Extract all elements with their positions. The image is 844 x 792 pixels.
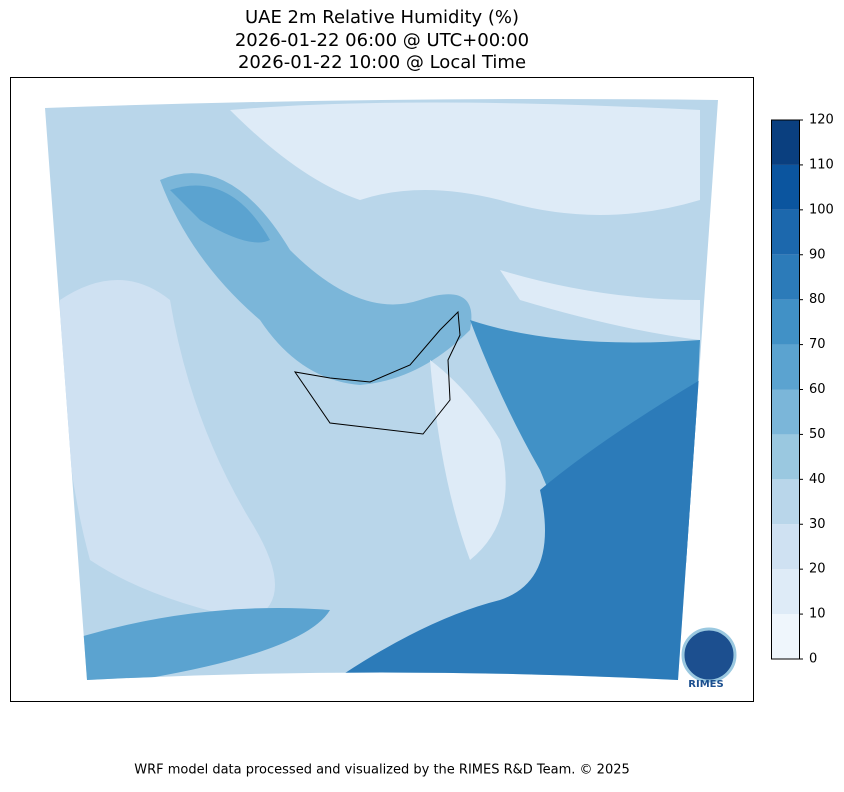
colorbar-tick-label: 90 [809,247,826,262]
colorbar-tick-label: 60 [809,382,826,397]
field-region [70,608,330,680]
field-region [60,280,275,620]
colorbar-bin [771,164,799,210]
logo-emblem [681,627,737,683]
logo-text: RIMES [688,679,723,690]
colorbar: 0 10 20 30 40 50 60 70 80 90 100 110 120 [771,113,834,667]
colorbar-bin [771,569,799,615]
colorbar-bin [771,120,799,165]
colorbar-tick-label: 20 [809,562,826,577]
colorbar-tick-label: 100 [809,202,834,217]
colorbar-tick-label: 40 [809,472,826,487]
field-region [430,360,506,560]
field-region [320,380,700,680]
field-region [170,185,270,243]
colorbar-bin [771,479,799,525]
colorbar-tick-label: 110 [809,157,834,172]
colorbar-tick-label: 70 [809,337,826,352]
colorbar-tick-label: 0 [809,652,817,667]
colorbar-bin [771,209,799,255]
humidity-field [45,99,718,680]
colorbar-tick-label: 30 [809,517,826,532]
field-region [230,102,700,215]
title-line: UAE 2m Relative Humidity (%) [245,7,519,28]
footer: WRF model data processed and visualized … [134,763,630,778]
colorbar-bin [771,299,799,345]
title-line: 2026-01-22 10:00 @ Local Time [238,52,526,73]
field-region [500,270,700,340]
title-line: 2026-01-22 06:00 @ UTC+00:00 [235,30,529,51]
colorbar-bin [771,344,799,390]
colorbar-bin [771,389,799,435]
colorbar-bin [771,254,799,300]
colorbar-tick-label: 80 [809,292,826,307]
colorbar-bin [771,524,799,570]
colorbar-bin [771,434,799,480]
colorbar-bin [771,614,799,659]
uae-border [293,310,461,435]
colorbar-tick-label: 120 [809,113,834,128]
colorbar-tick-label: 10 [809,607,826,622]
colorbar-tick-label: 50 [809,427,826,442]
